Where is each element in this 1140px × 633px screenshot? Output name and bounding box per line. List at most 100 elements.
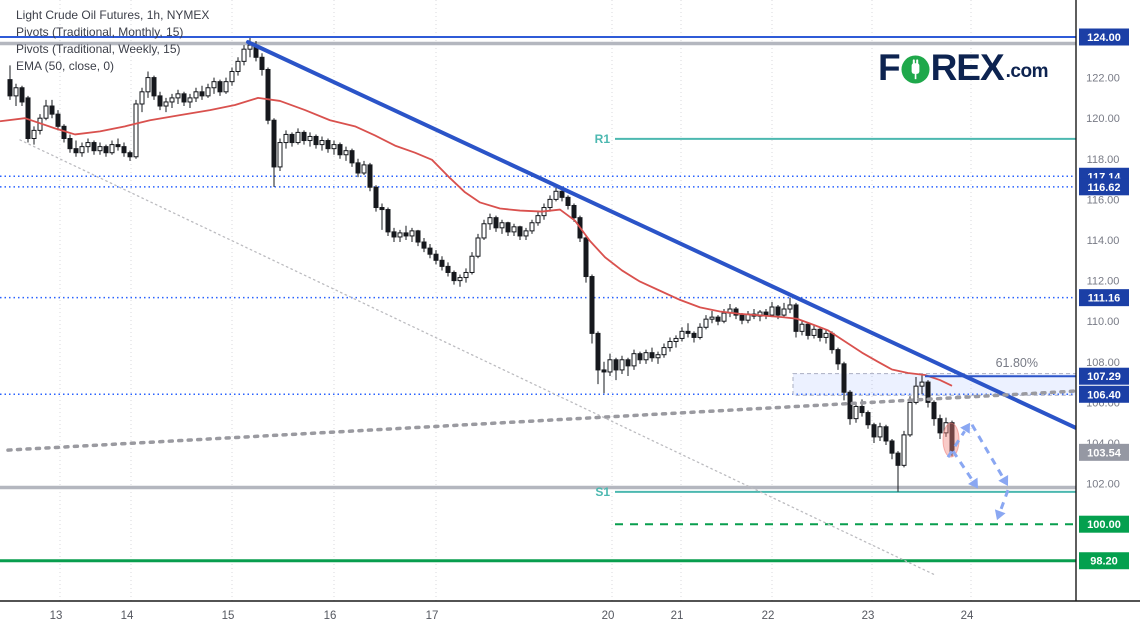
candle-body	[331, 144, 337, 150]
y-tick-label: 122.00	[1086, 73, 1120, 85]
candle-body	[367, 164, 373, 188]
candle-body	[475, 237, 481, 257]
fib-percent-label: 61.80%	[996, 356, 1038, 370]
price-badge-116.62	[1079, 178, 1129, 196]
candle-body	[469, 255, 475, 273]
candle-body	[223, 81, 229, 93]
candle-body	[853, 405, 859, 420]
attention-ellipse	[942, 422, 960, 458]
x-tick-label-22: 22	[762, 610, 775, 622]
pivot-levels-layer: R1 S1	[0, 36, 1076, 563]
y-tick-label: 112.00	[1087, 276, 1120, 288]
price-badge-107.29	[1079, 367, 1129, 385]
price-badge-111.16	[1079, 289, 1129, 307]
candle-body	[529, 222, 535, 232]
candle-body	[847, 391, 853, 420]
candle-body	[313, 135, 319, 146]
x-tick-label-21: 21	[671, 610, 684, 622]
last-candle-highlight	[942, 422, 960, 458]
candle-body	[97, 146, 103, 152]
candle-body	[121, 146, 127, 154]
candle-body	[163, 101, 169, 107]
ema-line	[0, 97, 953, 387]
time-axis-bg[interactable]	[0, 601, 1140, 633]
price-badge-label: 124.00	[1087, 32, 1121, 44]
candle-body	[277, 142, 283, 168]
candle-body	[193, 91, 199, 99]
candle-body	[325, 140, 331, 150]
candle-body	[361, 164, 367, 174]
candle-body	[181, 93, 187, 103]
price-badge-106.40	[1079, 385, 1129, 403]
candle-body	[199, 91, 205, 97]
price-badge-label: 107.29	[1087, 371, 1121, 383]
y-tick-label: 116.00	[1087, 194, 1120, 206]
candle-body	[925, 381, 931, 403]
time-axis[interactable]: 13 14 15 16 17 20 21 22 23 24	[0, 600, 1140, 633]
price-badge-label: 111.16	[1088, 293, 1120, 305]
candle-body	[175, 93, 181, 99]
legend-ema[interactable]: EMA (50, close, 0)	[16, 59, 115, 73]
candle-body	[637, 353, 643, 361]
candle-body	[655, 354, 661, 359]
projection-arrows	[946, 422, 1010, 521]
price-badge-label: 106.40	[1087, 389, 1121, 401]
x-tick-label-24: 24	[961, 610, 974, 622]
projection-arrow-shaft	[946, 430, 966, 459]
x-tick-label-20: 20	[602, 610, 615, 622]
candle-body	[67, 138, 73, 150]
price-axis[interactable]: 122.00 120.00 118.00 116.00 114.00 112.00 110.…	[1075, 0, 1140, 633]
legend-pivots-monthly[interactable]: Pivots (Traditional, Monthly, 15)	[16, 25, 184, 39]
candle-body	[547, 198, 553, 209]
candle-body	[523, 230, 529, 237]
candle-body	[619, 359, 625, 371]
falling-dotted-line[interactable]	[19, 139, 936, 576]
candle-body	[661, 347, 667, 356]
candle-body	[571, 204, 577, 219]
candle-body	[301, 131, 307, 142]
candle-body	[13, 87, 19, 97]
price-badge-124.00	[1079, 28, 1129, 46]
candles-layer	[7, 38, 955, 492]
fib-zone-box	[792, 373, 1077, 396]
price-badge-103.54	[1079, 443, 1129, 461]
candle-body	[379, 207, 385, 211]
x-tick-label-13: 13	[50, 610, 63, 622]
candle-body	[127, 152, 133, 158]
candle-body	[595, 332, 601, 371]
candle-body	[337, 144, 343, 156]
legend-symbol[interactable]: Light Crude Oil Futures, 1h, NYMEX	[16, 8, 210, 22]
candle-body	[241, 48, 247, 62]
forex-com-logo: F REX .com	[878, 49, 1049, 86]
candle-body	[319, 140, 325, 146]
trendlines-layer	[6, 40, 1078, 576]
candle-body	[433, 253, 439, 261]
candle-body	[283, 133, 289, 144]
primary-downtrend[interactable]	[246, 40, 1078, 430]
candle-body	[817, 328, 823, 338]
candle-body	[109, 144, 115, 154]
candle-body	[691, 332, 697, 338]
candle-body	[613, 359, 619, 371]
candle-body	[673, 337, 679, 342]
candle-body	[421, 241, 427, 249]
candle-body	[355, 162, 361, 174]
candle-body	[823, 332, 829, 338]
candle-body	[679, 330, 685, 339]
candle-body	[91, 142, 97, 152]
candle-body	[883, 426, 889, 442]
candle-body	[811, 328, 817, 336]
candle-body	[7, 79, 13, 97]
candle-body	[451, 271, 457, 282]
candle-body	[649, 352, 655, 359]
candle-body	[511, 226, 517, 233]
rising-dotted-support[interactable]	[6, 389, 1078, 452]
legend-pivots-weekly[interactable]: Pivots (Traditional, Weekly, 15)	[16, 42, 181, 56]
candle-body	[493, 217, 499, 229]
candle-body	[559, 190, 565, 198]
candle-body	[31, 129, 37, 140]
x-tick-label-14: 14	[121, 610, 134, 622]
y-tick-label: 102.00	[1086, 479, 1120, 491]
